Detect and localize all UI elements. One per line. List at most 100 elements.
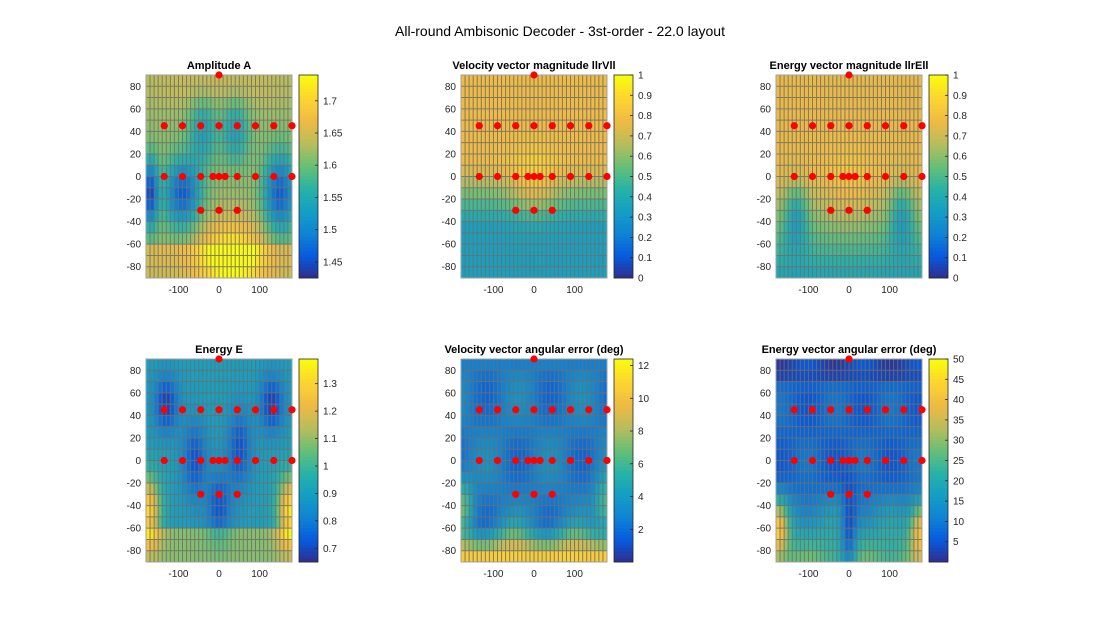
heatmap-cell (505, 483, 510, 495)
heatmap-cell (247, 539, 252, 552)
speaker-point (493, 406, 502, 414)
y-tick-label: -20 (442, 479, 457, 490)
heatmap-cell (194, 176, 200, 189)
heatmap-cell (546, 142, 551, 155)
heatmap-cell (210, 516, 216, 529)
heatmap-cell (219, 505, 224, 518)
heatmap-cell (283, 187, 289, 200)
heatmap-cell (239, 505, 244, 518)
heatmap-cell (493, 199, 498, 211)
heatmap-cell (566, 528, 571, 540)
heatmap-cell (832, 381, 838, 394)
heatmap-cell (796, 131, 801, 143)
colorbar-tick-label: 6 (638, 459, 644, 470)
heatmap-cell (808, 483, 813, 495)
heatmap-cell (820, 199, 825, 211)
heatmap-cell (776, 86, 781, 98)
heatmap-cell (497, 86, 502, 98)
heatmap-cell (174, 97, 179, 110)
heatmap-cell (816, 449, 821, 461)
heatmap-cell (259, 120, 264, 132)
heatmap-cell (590, 359, 596, 371)
heatmap-cell (509, 153, 515, 166)
colorbar-segment (614, 257, 633, 262)
heatmap-cell (202, 359, 208, 371)
heatmap-cell (146, 199, 151, 211)
heatmap-cell (877, 120, 882, 132)
colorbar-segment (929, 501, 948, 505)
heatmap-cell (210, 255, 216, 268)
heatmap-cell (174, 165, 179, 177)
heatmap-cell (259, 449, 264, 461)
heatmap-cell (465, 392, 470, 405)
y-tick-label: -40 (127, 501, 142, 512)
heatmap-cell (275, 528, 281, 540)
heatmap-cell (497, 255, 502, 268)
heatmap-cell (166, 266, 171, 279)
heatmap-cell (586, 131, 592, 143)
heatmap-cell (231, 176, 236, 189)
y-tick-label: -20 (127, 195, 142, 206)
heatmap-cell (602, 516, 608, 529)
heatmap-cell (271, 483, 277, 495)
heatmap-cell (590, 471, 596, 484)
heatmap-cell (820, 210, 825, 222)
heatmap-cell (853, 131, 858, 143)
heatmap-cell (861, 75, 866, 87)
heatmap-cell (861, 370, 866, 382)
heatmap-cell (255, 539, 260, 552)
colorbar-tick-label: 8 (638, 427, 644, 438)
heatmap-cell (178, 528, 183, 540)
heatmap-cell (566, 108, 571, 121)
subplot-2: Velocity vector magnitude llrVll-100 0 100… (442, 60, 653, 296)
heatmap-cell (534, 539, 539, 552)
heatmap-cell (465, 449, 470, 461)
heatmap-cell (901, 528, 907, 540)
heatmap-cell (267, 75, 273, 87)
heatmap-cell (485, 471, 490, 484)
heatmap-cell (473, 381, 478, 394)
heatmap-cell (529, 255, 535, 268)
heatmap-cell (913, 153, 919, 166)
heatmap-cell (586, 381, 592, 394)
heatmap-cell (804, 221, 809, 234)
heatmap-cell (574, 210, 579, 222)
heatmap-cell (525, 142, 531, 155)
heatmap-cell (877, 539, 882, 552)
heatmap-cell (214, 176, 220, 189)
heatmap-cell (162, 75, 167, 87)
heatmap-cell (582, 449, 588, 461)
heatmap-cell (913, 505, 919, 518)
colorbar-segment (614, 78, 633, 83)
heatmap-cell (174, 460, 179, 473)
heatmap-cell (546, 494, 551, 506)
heatmap-cell (828, 108, 834, 121)
heatmap-cell (227, 483, 232, 495)
heatmap-cell (554, 97, 559, 110)
heatmap-cell (174, 153, 179, 166)
heatmap-cell (538, 97, 543, 110)
heatmap-cell (905, 120, 911, 132)
heatmap-cell (780, 471, 785, 484)
heatmap-cell (194, 370, 200, 382)
heatmap-cell (889, 494, 894, 506)
heatmap-cell (521, 426, 527, 439)
heatmap-cell (538, 539, 543, 552)
heatmap-cell (586, 426, 592, 439)
colorbar-segment (299, 467, 318, 472)
colorbar-tick-label: 0.7 (953, 131, 967, 142)
heatmap-cell (219, 266, 224, 279)
heatmap-cell (909, 415, 915, 427)
heatmap-cell (182, 426, 187, 439)
colorbar-tick-label: 0.8 (953, 111, 967, 122)
heatmap-cell (182, 494, 187, 506)
heatmap-cell (546, 550, 551, 563)
heatmap-cell (170, 460, 175, 473)
heatmap-cell (219, 108, 224, 121)
heatmap-cell (582, 97, 588, 110)
heatmap-cell (231, 131, 236, 143)
heatmap-cell (877, 516, 882, 529)
heatmap-cell (158, 244, 163, 256)
heatmap-cell (816, 539, 821, 552)
heatmap-cell (174, 131, 179, 143)
